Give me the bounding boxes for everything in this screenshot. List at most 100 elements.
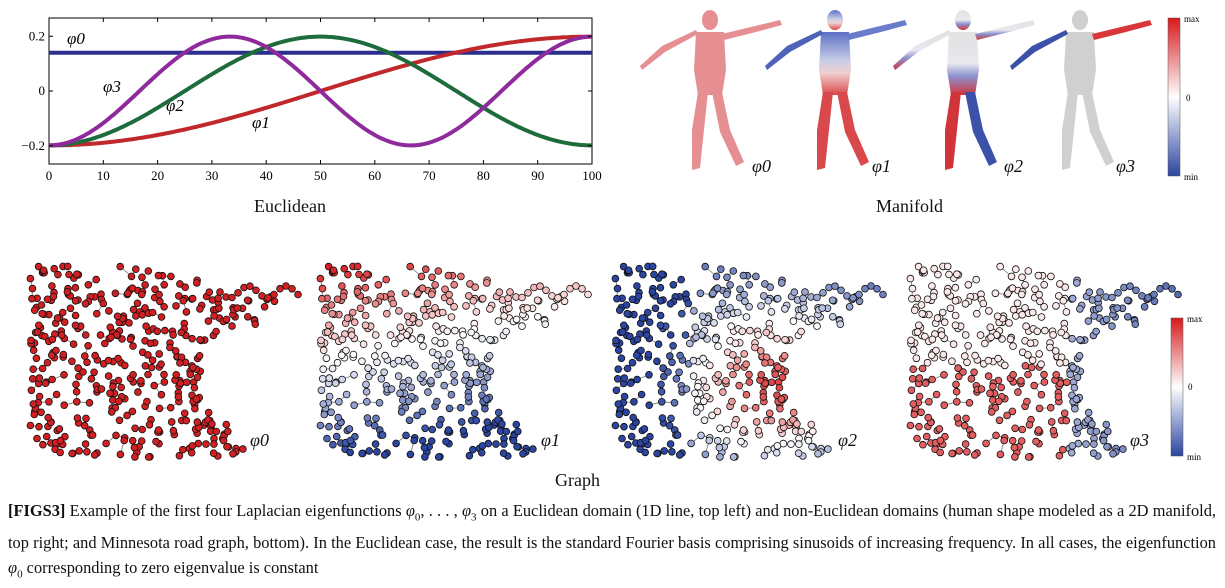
graph-node [98, 386, 105, 393]
graph-node [944, 289, 951, 296]
graph-node [625, 267, 632, 274]
graph-node [880, 291, 887, 298]
graph-node [35, 322, 42, 329]
graph-node [634, 376, 641, 383]
graph-node [503, 428, 510, 435]
graph-node [73, 398, 80, 405]
graph-node [433, 323, 440, 330]
graph-node [628, 433, 635, 440]
graph-node [452, 327, 459, 334]
graph-node [72, 322, 79, 329]
graph-node [81, 353, 88, 360]
graph-node [809, 428, 816, 435]
graph-node [148, 364, 155, 371]
graph-node [46, 398, 53, 405]
graph-node [1006, 320, 1013, 327]
graph-node [351, 319, 358, 326]
graph-node [947, 305, 954, 312]
graph-node [774, 295, 781, 302]
graph-node [1091, 441, 1098, 448]
graph-node [31, 307, 38, 314]
graph-node [364, 415, 371, 422]
graph-node [941, 319, 948, 326]
graph-node [971, 369, 978, 376]
graph-node [800, 295, 807, 302]
graph-node [1048, 419, 1055, 426]
graph-node [428, 377, 435, 384]
graph-node [992, 290, 999, 297]
graph-node [473, 309, 480, 316]
graph-node [479, 295, 486, 302]
graph-node [390, 300, 397, 307]
graph-node [328, 302, 335, 309]
graph-node [621, 375, 628, 382]
graph-node [1067, 371, 1074, 378]
manifold-cbar-mid: 0 [1186, 93, 1191, 103]
graph-node [537, 283, 544, 290]
graph-node [693, 334, 700, 341]
graph-node [128, 273, 135, 280]
graph-node [1069, 335, 1076, 342]
graph-node [206, 289, 213, 296]
graph-node [630, 414, 637, 421]
graph-node [1019, 426, 1026, 433]
graph-node [215, 295, 222, 302]
graph-node [669, 359, 676, 366]
graph-node [69, 450, 76, 457]
x-tick-label: 100 [582, 168, 602, 183]
graph-node [372, 300, 379, 307]
graph-node [1086, 289, 1093, 296]
graph-node [646, 319, 653, 326]
graph-node [444, 328, 451, 335]
graph-node [339, 283, 346, 290]
graph-node [372, 441, 379, 448]
graph-node [941, 402, 948, 409]
graph-node [753, 419, 760, 426]
graph-node [466, 452, 473, 459]
graph-node [652, 305, 659, 312]
graph-node [715, 343, 722, 350]
graph-node [923, 433, 930, 440]
graph-node [1100, 437, 1107, 444]
graph-node [909, 285, 916, 292]
graph-node [911, 411, 918, 418]
graph-node [40, 267, 47, 274]
graph-node [772, 371, 779, 378]
graph-node [1072, 405, 1079, 412]
graph-node [69, 358, 76, 365]
graph-node [451, 371, 458, 378]
graph-node [1057, 360, 1064, 367]
graph-node [654, 450, 661, 457]
graph-node [1124, 297, 1131, 304]
graph-node [1033, 438, 1040, 445]
graph-node [422, 313, 429, 320]
graph-node [484, 374, 491, 381]
series-label: φ0 [67, 29, 85, 48]
graph-node [766, 410, 773, 417]
graph-node [561, 291, 568, 298]
graph-node [615, 401, 622, 408]
graph-node [741, 405, 748, 412]
graph-node [910, 347, 917, 354]
graph-node [697, 290, 704, 297]
graph-node [57, 449, 64, 456]
graph-node [473, 379, 480, 386]
graph-node [425, 389, 432, 396]
graph-node [1047, 344, 1054, 351]
graph-node [359, 450, 366, 457]
graph-node [1026, 421, 1033, 428]
graph-node [105, 373, 112, 380]
graph-node [319, 285, 326, 292]
graph-node [72, 284, 79, 291]
graph-node [702, 451, 709, 458]
graph-node [205, 318, 212, 325]
graph-node [1023, 323, 1030, 330]
graph-node [29, 285, 36, 292]
graph-node [731, 421, 738, 428]
graph-node [1010, 371, 1017, 378]
graph-node [414, 412, 421, 419]
graph-node [972, 352, 979, 359]
graph-node [473, 417, 480, 424]
graph-node [91, 369, 98, 376]
graph-node [379, 432, 386, 439]
